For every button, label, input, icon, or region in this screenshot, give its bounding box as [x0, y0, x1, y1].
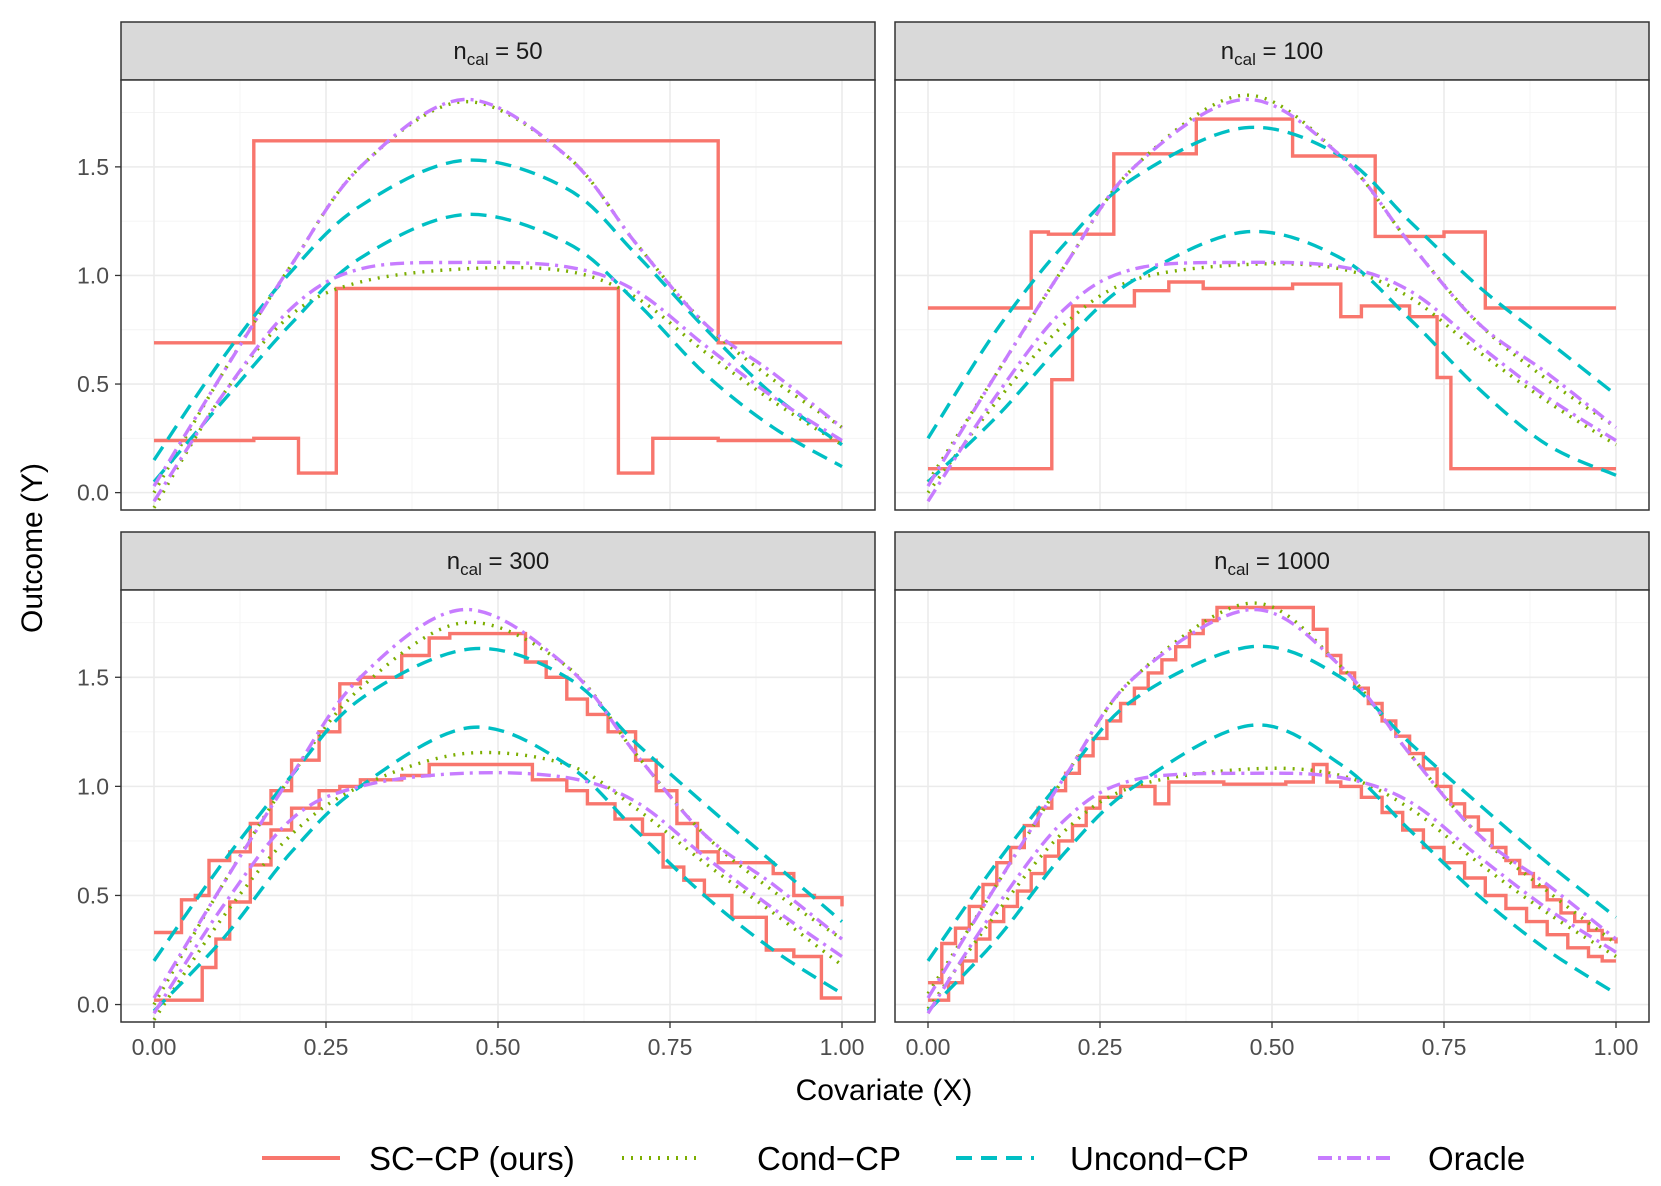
series-sccp-upper	[928, 117, 1616, 310]
x-axis-title: Covariate (X)	[796, 1074, 973, 1107]
x-tick-label: 1.00	[820, 1034, 865, 1060]
panel-ncal-50: ncal = 50 0.0 0.5 1.0 1.5	[77, 21, 876, 511]
x-tick-label: 0.75	[1422, 1034, 1467, 1060]
series-group	[926, 601, 1618, 1015]
series-oracle-lower	[926, 260, 1617, 503]
legend-label-oracle: Oracle	[1428, 1140, 1525, 1177]
y-tick-label: 1.0	[77, 773, 109, 799]
legend-item-cond: Cond−CP	[622, 1140, 901, 1177]
series-oracle-upper	[152, 97, 844, 487]
facet-panels: ncal = 50 0.0 0.5 1.0 1.5 ncal = 100 ncal = 30…	[77, 21, 1650, 1060]
legend-label-uncond: Uncond−CP	[1070, 1140, 1249, 1177]
series-cond-lower	[926, 262, 1617, 494]
legend: SC−CP (ours) Cond−CP Uncond−CP Oracle	[262, 1140, 1525, 1177]
y-tick-label: 0.0	[77, 480, 109, 506]
series-oracle-upper	[152, 607, 844, 999]
series-oracle-lower	[152, 770, 843, 1015]
legend-item-oracle: Oracle	[1318, 1140, 1525, 1177]
y-tick-label: 1.5	[77, 154, 109, 180]
series-uncond-upper	[152, 646, 844, 962]
facet-strip-label: ncal = 1000	[1214, 548, 1330, 579]
x-tick-label: 0.00	[906, 1034, 951, 1060]
series-sccp-lower	[928, 762, 1616, 1002]
series-oracle-lower	[152, 260, 843, 503]
y-tick-label: 1.0	[77, 262, 109, 288]
x-tick-label: 1.00	[1594, 1034, 1639, 1060]
series-oracle-upper	[926, 607, 1618, 999]
series-group	[926, 93, 1618, 503]
y-tick-label: 0.5	[77, 371, 109, 397]
panel-ncal-300: ncal = 300 0.0 0.5 1.0 1.5 0.00 0.25 0.50 0.75 1.…	[77, 531, 876, 1060]
series-group	[152, 97, 844, 509]
y-tick-label: 0.0	[77, 992, 109, 1018]
series-uncond-lower	[152, 212, 843, 483]
x-tick-label: 0.25	[1078, 1034, 1123, 1060]
series-oracle-upper	[926, 97, 1618, 487]
legend-label-sccp: SC−CP (ours)	[369, 1140, 575, 1177]
legend-item-sccp: SC−CP (ours)	[262, 1140, 575, 1177]
panel-border	[894, 79, 1650, 511]
series-uncond-upper	[152, 158, 843, 462]
facet-strip	[894, 531, 1650, 591]
y-tick-label: 1.5	[77, 664, 109, 690]
x-tick-label: 0.00	[132, 1034, 177, 1060]
series-sccp-upper	[154, 139, 842, 345]
series-uncond-upper	[926, 644, 1618, 962]
series-uncond-lower	[152, 725, 843, 1013]
series-sccp-lower	[154, 762, 842, 1002]
x-tick-label: 0.25	[304, 1034, 349, 1060]
series-cond-lower	[926, 766, 1617, 1010]
series-uncond-upper	[926, 125, 1618, 440]
facet-strip-label: ncal = 100	[1221, 38, 1324, 69]
series-sccp-upper	[154, 631, 844, 935]
series-uncond-lower	[926, 723, 1617, 1013]
legend-label-cond: Cond−CP	[757, 1140, 901, 1177]
y-tick-label: 0.5	[77, 882, 109, 908]
x-tick-label: 0.50	[476, 1034, 521, 1060]
facet-strip	[894, 21, 1650, 81]
x-tick-label: 0.50	[1250, 1034, 1295, 1060]
series-oracle-lower	[926, 771, 1617, 1015]
x-tick-label: 0.75	[648, 1034, 693, 1060]
panel-border	[120, 79, 876, 511]
panel-ncal-100: ncal = 100	[894, 21, 1650, 511]
facet-strip	[120, 531, 876, 591]
facet-strip-label: ncal = 50	[453, 38, 542, 69]
series-cond-lower	[152, 750, 844, 1021]
series-uncond-lower	[926, 229, 1617, 484]
facet-strip-label: ncal = 300	[447, 548, 550, 579]
panel-ncal-1000: ncal = 1000 0.00 0.25 0.50 0.75 1.00	[894, 531, 1650, 1060]
facet-strip	[120, 21, 876, 81]
y-axis-title: Outcome (Y)	[16, 463, 49, 633]
legend-item-uncond: Uncond−CP	[956, 1140, 1249, 1177]
series-sccp-lower	[928, 280, 1616, 471]
series-sccp-lower	[154, 286, 842, 475]
series-group	[152, 607, 844, 1021]
